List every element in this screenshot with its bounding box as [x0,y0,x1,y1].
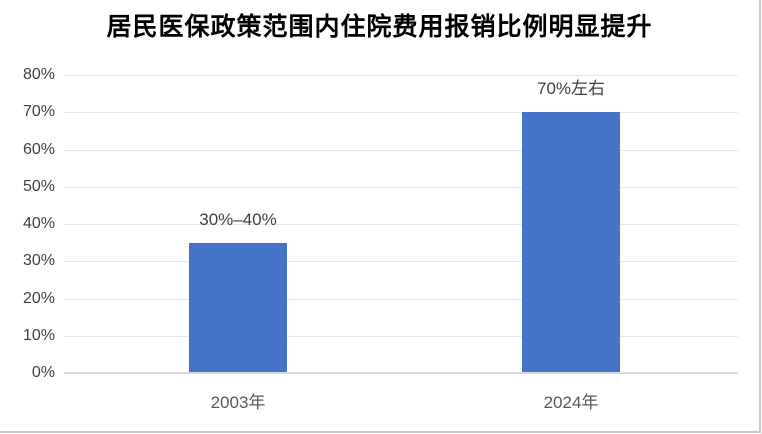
x-axis-category-label: 2003年 [210,393,266,412]
bar-data-label: 30%–40% [199,209,277,229]
y-axis-tick-label: 70% [22,103,55,121]
y-axis-tick-label: 50% [22,177,55,195]
gridline [64,224,738,225]
chart-title: 居民医保政策范围内住院费用报销比例明显提升 [106,13,653,41]
gridline [64,149,738,151]
gridline [64,298,738,300]
gridline [64,186,738,188]
bar-2003年 [189,242,287,372]
gridline [64,112,738,114]
gridline [64,75,738,76]
y-axis-tick-label: 80% [22,66,55,83]
gridline [64,335,738,337]
y-axis-tick-label: 20% [22,289,55,307]
bar-data-label: 70%左右 [536,79,606,99]
x-axis-line [64,372,738,374]
x-axis-category-label: 2024年 [543,393,599,412]
bar-2024年 [522,112,620,372]
y-axis-tick-label: 60% [22,140,55,158]
y-axis-tick-label: 0% [31,364,55,381]
y-axis-tick-label: 10% [22,326,55,344]
y-axis-tick-label: 30% [22,252,55,270]
gridline [64,261,738,263]
y-axis-tick-label: 40% [22,215,55,232]
